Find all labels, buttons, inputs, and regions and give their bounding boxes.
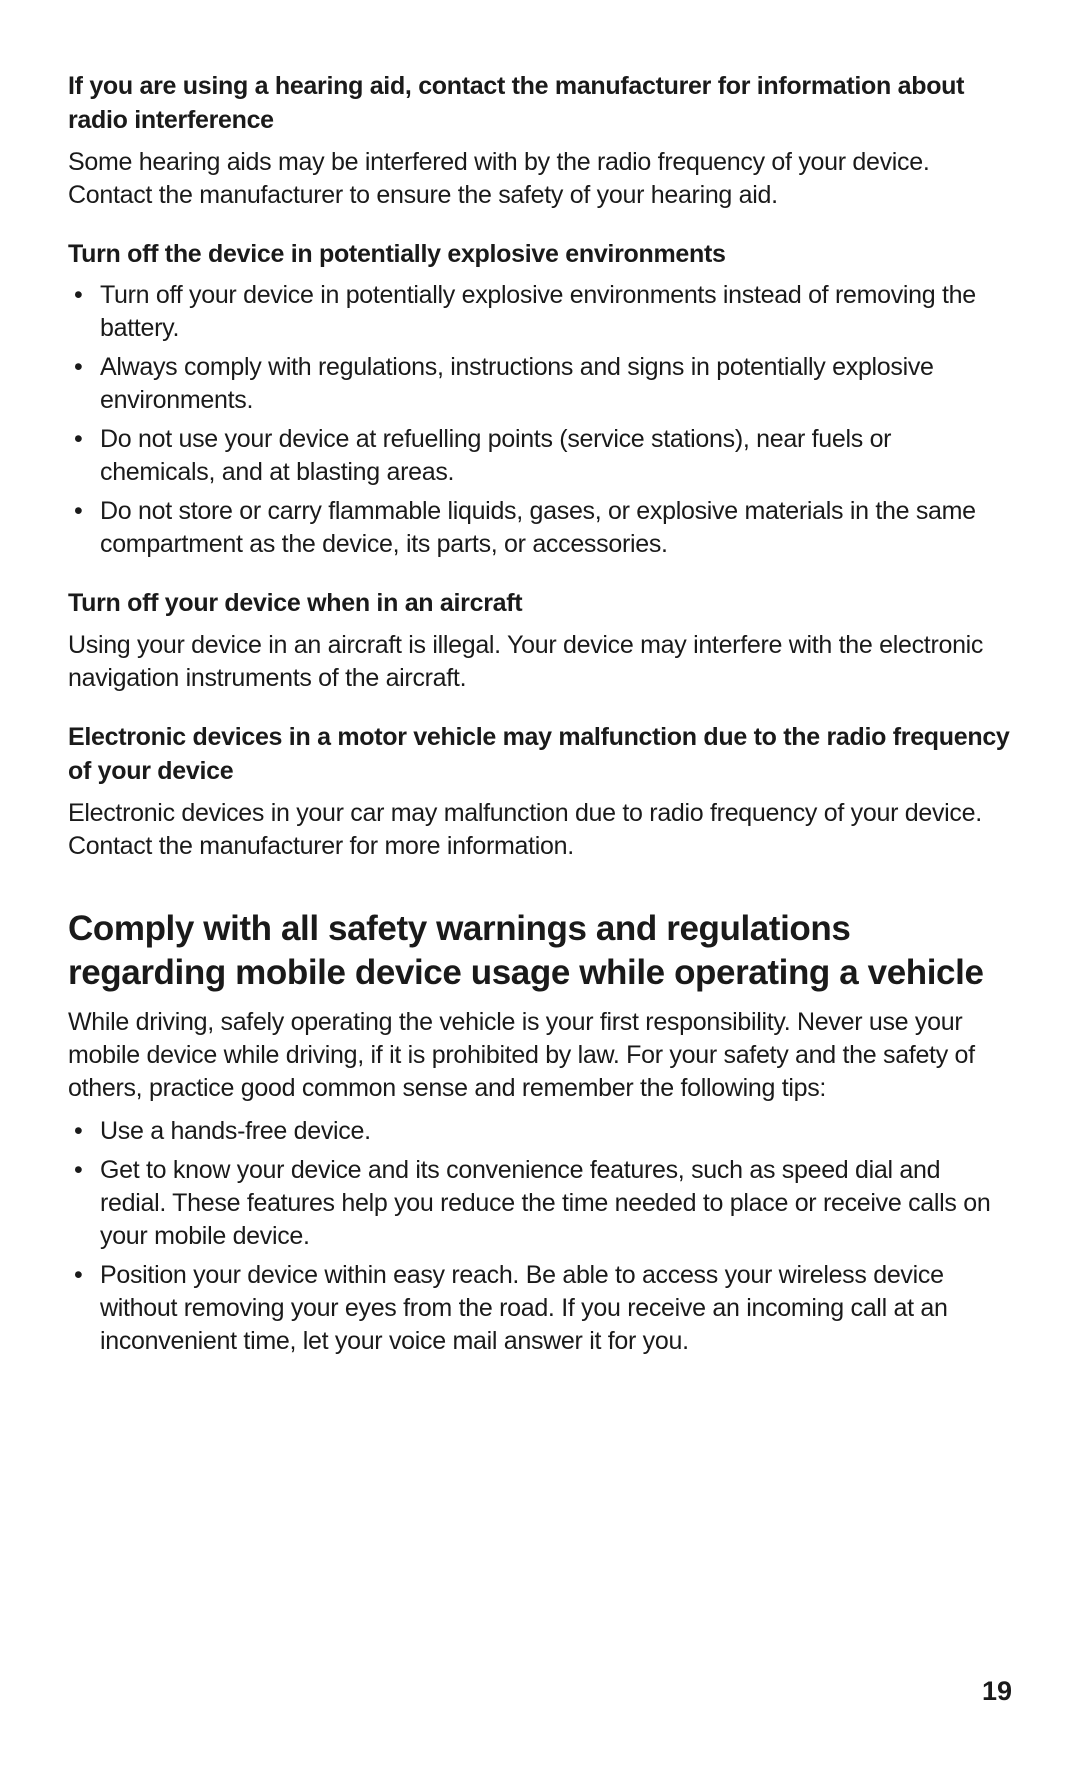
list-item: Turn off your device in potentially expl… xyxy=(68,279,1012,345)
subheading-motor-vehicle: Electronic devices in a motor vehicle ma… xyxy=(68,721,1012,789)
paragraph-vehicle-safety: While driving, safely operating the vehi… xyxy=(68,1006,1012,1105)
page-number: 19 xyxy=(982,1676,1012,1707)
bullet-list-vehicle-safety: Use a hands-free device. Get to know you… xyxy=(68,1115,1012,1358)
subheading-hearing-aid: If you are using a hearing aid, contact … xyxy=(68,70,1012,138)
paragraph-motor-vehicle: Electronic devices in your car may malfu… xyxy=(68,797,1012,863)
subheading-explosive-env: Turn off the device in potentially explo… xyxy=(68,238,1012,272)
list-item: Do not use your device at refuelling poi… xyxy=(68,423,1012,489)
main-heading-vehicle-safety: Comply with all safety warnings and regu… xyxy=(68,907,1012,997)
document-page: If you are using a hearing aid, contact … xyxy=(0,0,1080,1771)
list-item: Always comply with regulations, instruct… xyxy=(68,351,1012,417)
paragraph-aircraft: Using your device in an aircraft is ille… xyxy=(68,629,1012,695)
list-item: Position your device within easy reach. … xyxy=(68,1259,1012,1358)
paragraph-hearing-aid: Some hearing aids may be interfered with… xyxy=(68,146,1012,212)
list-item: Get to know your device and its convenie… xyxy=(68,1154,1012,1253)
list-item: Use a hands-free device. xyxy=(68,1115,1012,1148)
list-item: Do not store or carry flammable liquids,… xyxy=(68,495,1012,561)
subheading-aircraft: Turn off your device when in an aircraft xyxy=(68,587,1012,621)
bullet-list-explosive-env: Turn off your device in potentially expl… xyxy=(68,279,1012,561)
